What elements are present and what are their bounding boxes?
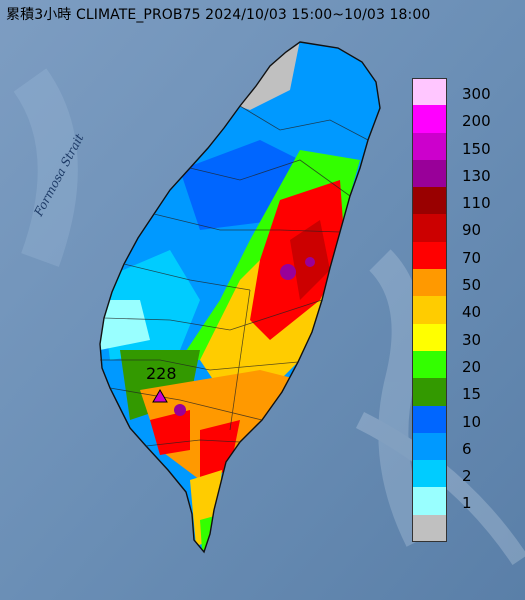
legend-swatch <box>412 241 447 270</box>
legend-tick-label: 6 <box>462 439 472 458</box>
legend-swatch <box>412 269 447 297</box>
legend-row: 10 <box>412 405 512 433</box>
legend-tick-label: 10 <box>462 412 482 431</box>
legend-row: 200 <box>412 105 512 133</box>
legend-row: 1 <box>412 487 512 515</box>
legend-swatch <box>412 487 447 515</box>
max-marker-icon <box>152 389 168 403</box>
legend-row: 150 <box>412 132 512 160</box>
legend-tick-label: 90 <box>462 221 482 240</box>
sea-texture <box>13 68 525 565</box>
legend-tick-label: 15 <box>462 385 482 404</box>
county-boundaries <box>100 105 369 447</box>
legend-swatch <box>412 460 447 488</box>
color-legend: 300 200 150 130 110 90 70 50 40 30 20 15 10 6 2 1 <box>412 78 512 570</box>
max-marker-label: 228 <box>146 364 177 383</box>
legend-swatch <box>412 350 447 379</box>
legend-tick-label: 40 <box>462 303 482 322</box>
legend-swatch <box>412 105 447 133</box>
legend-swatch <box>412 432 447 461</box>
legend-tick-label: 50 <box>462 276 482 295</box>
legend-tick-label: 30 <box>462 330 482 349</box>
legend-row: 70 <box>412 241 512 270</box>
map-title: 累積3小時 CLIMATE_PROB75 2024/10/03 15:00~10… <box>6 7 431 23</box>
legend-swatch <box>412 187 447 215</box>
legend-tick-label: 200 <box>462 112 491 131</box>
legend-tick-label: 300 <box>462 85 491 103</box>
legend-row: 2 <box>412 460 512 488</box>
legend-row: 110 <box>412 187 512 215</box>
legend-tick-label: 2 <box>462 467 472 486</box>
legend-row: 130 <box>412 159 512 188</box>
legend-row: 50 <box>412 269 512 297</box>
legend-row: 6 <box>412 432 512 461</box>
legend-swatch <box>412 78 447 106</box>
legend-row: 15 <box>412 378 512 406</box>
legend-tick-label: 70 <box>462 248 482 267</box>
legend-tick-label: 110 <box>462 194 491 213</box>
legend-row: 300 <box>412 78 512 106</box>
legend-swatch <box>412 159 447 188</box>
legend-swatch <box>412 296 447 324</box>
legend-swatch <box>412 214 447 242</box>
legend-row: 20 <box>412 350 512 379</box>
legend-row: 90 <box>412 214 512 242</box>
legend-tick-label: 20 <box>462 357 482 376</box>
legend-swatch <box>412 378 447 406</box>
legend-tick-label: 150 <box>462 139 491 158</box>
legend-tick-label: 1 <box>462 494 472 513</box>
legend-row <box>412 514 512 543</box>
legend-swatch <box>412 132 447 160</box>
legend-row: 30 <box>412 323 512 351</box>
legend-tick-label: 130 <box>462 166 491 185</box>
legend-swatch <box>412 323 447 351</box>
island-outline <box>99 41 381 554</box>
legend-swatch <box>412 405 447 433</box>
legend-swatch <box>412 514 447 543</box>
legend-row: 40 <box>412 296 512 324</box>
